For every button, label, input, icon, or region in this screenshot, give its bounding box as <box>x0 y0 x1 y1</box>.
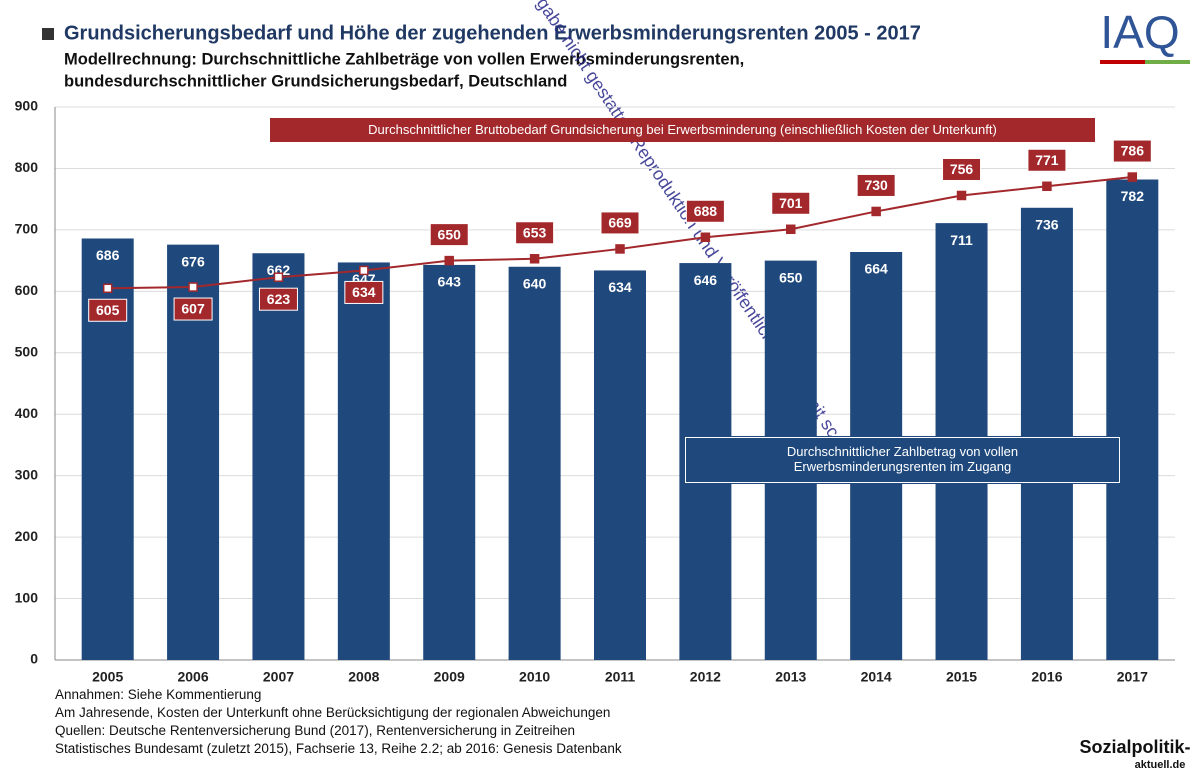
line-value-label: 607 <box>181 301 205 317</box>
value-label-box <box>344 280 384 304</box>
value-label-box <box>258 287 298 311</box>
legend-entry: Durchschnittlicher Zahlbetrag von vollen… <box>684 436 1121 484</box>
footnote: Am Jahresende, Kosten der Unterkunft ohn… <box>55 705 611 720</box>
line-value-label: 669 <box>608 215 632 231</box>
line-value-label: 730 <box>864 177 888 193</box>
bar <box>337 262 390 660</box>
bar-value-label: 634 <box>608 279 632 295</box>
line-value-label: 634 <box>352 284 376 300</box>
line-marker <box>615 244 625 254</box>
bar <box>1106 179 1159 660</box>
y-tick-label: 100 <box>15 589 39 605</box>
x-tick-label: 2014 <box>861 669 892 685</box>
value-label-box <box>600 211 640 235</box>
y-tick-label: 800 <box>15 159 39 175</box>
line-value-label: 756 <box>950 161 974 177</box>
value-label-box <box>88 298 128 322</box>
bar <box>508 266 561 660</box>
x-tick-label: 2009 <box>434 669 465 685</box>
y-tick-label: 300 <box>15 466 39 482</box>
value-label-box <box>173 297 213 321</box>
line-value-label: 771 <box>1035 152 1059 168</box>
bar-value-label: 662 <box>267 262 291 278</box>
value-label-box <box>685 199 725 223</box>
y-tick-label: 400 <box>15 405 39 421</box>
source-logo: Sozialpolitik- <box>1079 737 1190 757</box>
logo-bar <box>1100 60 1145 64</box>
title-bullet <box>42 28 54 40</box>
subtitle: bundesdurchschnittlicher Grundsicherungs… <box>64 72 567 90</box>
bar-value-label: 664 <box>864 261 888 277</box>
line-marker <box>786 224 796 235</box>
y-tick-label: 200 <box>15 528 39 544</box>
chart-title: Grundsicherungsbedarf und Höhe der zugeh… <box>64 22 921 44</box>
bar <box>1020 207 1073 660</box>
line-marker <box>1042 181 1052 192</box>
x-tick-label: 2008 <box>348 669 379 685</box>
bar-value-label: 736 <box>1035 216 1059 232</box>
line-marker <box>188 282 198 292</box>
bar-value-label: 643 <box>438 274 462 290</box>
value-label-box <box>429 223 469 247</box>
x-tick-label: 2015 <box>946 669 977 685</box>
bar-value-label: 650 <box>779 269 803 285</box>
subtitle: Modellrechnung: Durchschnittliche Zahlbe… <box>64 50 744 68</box>
line-marker <box>871 206 881 217</box>
x-tick-label: 2006 <box>177 669 208 685</box>
line-marker <box>700 232 711 243</box>
bar-value-label: 782 <box>1121 188 1145 204</box>
x-tick-label: 2012 <box>690 669 721 685</box>
x-tick-label: 2010 <box>519 669 550 685</box>
footnote: Statistisches Bundesamt (zuletzt 2015), … <box>55 741 622 756</box>
x-tick-label: 2011 <box>605 669 636 685</box>
x-tick-label: 2017 <box>1117 669 1148 685</box>
line-value-label: 650 <box>438 226 462 242</box>
y-tick-label: 700 <box>15 221 39 237</box>
bar-value-label: 640 <box>523 275 547 291</box>
footnote: Quellen: Deutsche Rentenversicherung Bun… <box>55 723 576 738</box>
y-tick-label: 900 <box>15 98 39 114</box>
value-label-box <box>771 191 811 215</box>
bar-value-label: 686 <box>96 247 120 263</box>
line-marker <box>273 272 284 282</box>
legend-entry: Durchschnittlicher Bruttobedarf Grundsic… <box>270 118 1095 142</box>
y-tick-label: 500 <box>15 343 39 359</box>
logo-bar <box>1145 60 1190 64</box>
line-marker <box>1127 172 1138 182</box>
bar <box>594 270 646 660</box>
bar-value-label: 646 <box>694 272 718 288</box>
x-tick-label: 2016 <box>1031 669 1062 685</box>
line-value-label: 605 <box>96 302 120 318</box>
y-tick-label: 0 <box>30 651 38 667</box>
line-marker <box>444 255 454 266</box>
x-tick-label: 2013 <box>775 669 806 685</box>
bar-value-label: 711 <box>950 232 973 248</box>
footnote: Annahmen: Siehe Kommentierung <box>55 687 262 702</box>
line-value-label: 701 <box>779 195 803 211</box>
bar <box>252 253 305 660</box>
value-label-box <box>1112 139 1152 163</box>
value-label-box <box>515 221 555 245</box>
line-marker <box>529 254 540 264</box>
y-tick-label: 600 <box>15 282 39 298</box>
x-tick-label: 2007 <box>263 669 294 685</box>
value-label-box <box>942 157 982 181</box>
bar <box>423 264 476 660</box>
x-tick-label: 2005 <box>92 669 123 685</box>
line-value-label: 688 <box>694 203 718 219</box>
value-label-box <box>1027 148 1067 172</box>
line-marker <box>956 190 967 201</box>
line-value-label: 653 <box>523 224 547 240</box>
line-value-label: 786 <box>1121 143 1145 159</box>
line-value-label: 623 <box>267 291 291 307</box>
bar-value-label: 676 <box>181 253 205 269</box>
logo: IAQ <box>1100 6 1179 58</box>
line-marker <box>102 283 113 294</box>
value-label-box <box>856 173 896 197</box>
line-marker <box>359 265 369 276</box>
source-logo: aktuell.de <box>1135 759 1186 771</box>
